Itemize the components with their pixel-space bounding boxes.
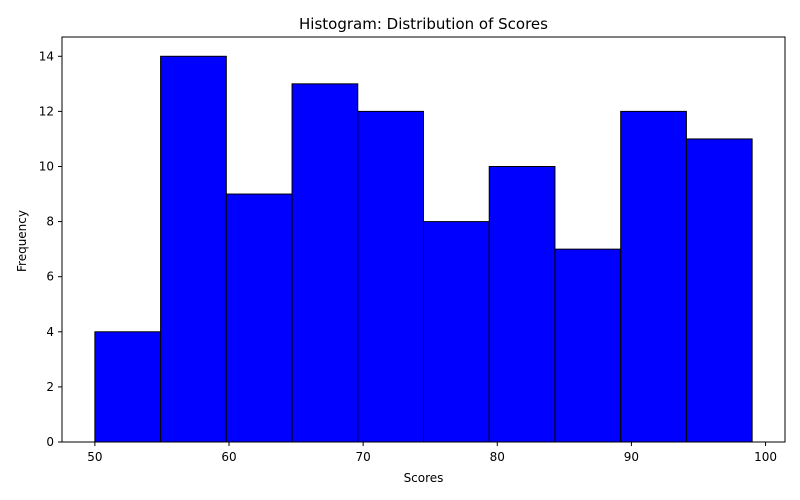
y-tick-label: 8 — [46, 215, 54, 229]
histogram-bar — [423, 221, 490, 443]
y-tick-label: 6 — [46, 270, 54, 284]
histogram-bar — [488, 165, 556, 443]
histogram-bar — [291, 83, 359, 443]
y-axis-label: Frequency — [15, 210, 29, 272]
x-tick-label: 80 — [490, 450, 505, 464]
x-tick-label: 100 — [754, 450, 777, 464]
y-tick-label: 12 — [39, 104, 54, 118]
y-tick-label: 10 — [39, 159, 54, 173]
y-tick-label: 14 — [39, 49, 54, 63]
x-axis-ticks: 50 60 70 80 90 100 — [87, 442, 777, 464]
y-tick-label: 2 — [46, 380, 54, 394]
x-tick-label: 50 — [87, 450, 102, 464]
y-tick-label: 0 — [46, 435, 54, 449]
histogram-bar — [357, 110, 425, 443]
chart-title: Histogram: Distribution of Scores — [299, 15, 548, 33]
x-tick-label: 90 — [624, 450, 639, 464]
x-tick-label: 70 — [355, 450, 370, 464]
histogram-bar — [554, 248, 622, 443]
x-tick-label: 60 — [221, 450, 236, 464]
bars-group — [94, 55, 753, 443]
plot-area-frame — [61, 36, 786, 443]
y-tick-label: 4 — [46, 325, 54, 339]
histogram-bar — [620, 110, 687, 443]
histogram-bar — [160, 55, 227, 443]
histogram-bar — [94, 331, 162, 443]
histogram-bar — [225, 193, 293, 443]
histogram-bar — [685, 138, 753, 443]
y-axis-ticks: 0 2 4 6 8 10 12 14 — [39, 49, 62, 449]
x-axis-label: Scores — [404, 471, 444, 485]
